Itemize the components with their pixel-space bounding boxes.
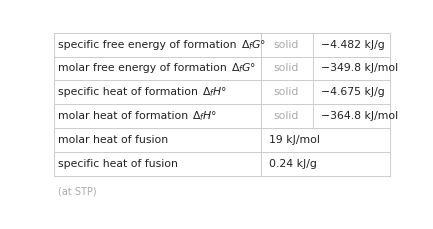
Text: specific heat of fusion: specific heat of fusion: [58, 159, 178, 169]
Text: specific heat of formation: specific heat of formation: [58, 87, 201, 97]
Text: $\Delta_f G°$: $\Delta_f G°$: [231, 62, 256, 75]
Text: 0.24 kJ/g: 0.24 kJ/g: [269, 159, 317, 169]
Text: −4.482 kJ/g: −4.482 kJ/g: [321, 40, 385, 50]
Text: $\Delta_f H°$: $\Delta_f H°$: [202, 85, 227, 99]
Text: −364.8 kJ/mol: −364.8 kJ/mol: [321, 111, 398, 121]
Text: molar heat of formation: molar heat of formation: [58, 111, 192, 121]
Text: molar heat of fusion: molar heat of fusion: [58, 135, 168, 145]
Text: specific free energy of formation: specific free energy of formation: [58, 40, 240, 50]
Text: (at STP): (at STP): [58, 186, 97, 196]
Text: $\Delta_f H°$: $\Delta_f H°$: [192, 109, 217, 123]
Text: solid: solid: [274, 111, 299, 121]
Text: solid: solid: [274, 40, 299, 50]
Text: −349.8 kJ/mol: −349.8 kJ/mol: [321, 63, 398, 74]
Text: solid: solid: [274, 63, 299, 74]
Text: molar free energy of formation: molar free energy of formation: [58, 63, 230, 74]
Text: 19 kJ/mol: 19 kJ/mol: [269, 135, 320, 145]
Text: solid: solid: [274, 87, 299, 97]
Text: $\Delta_f G°$: $\Delta_f G°$: [241, 38, 266, 52]
Text: −4.675 kJ/g: −4.675 kJ/g: [321, 87, 385, 97]
